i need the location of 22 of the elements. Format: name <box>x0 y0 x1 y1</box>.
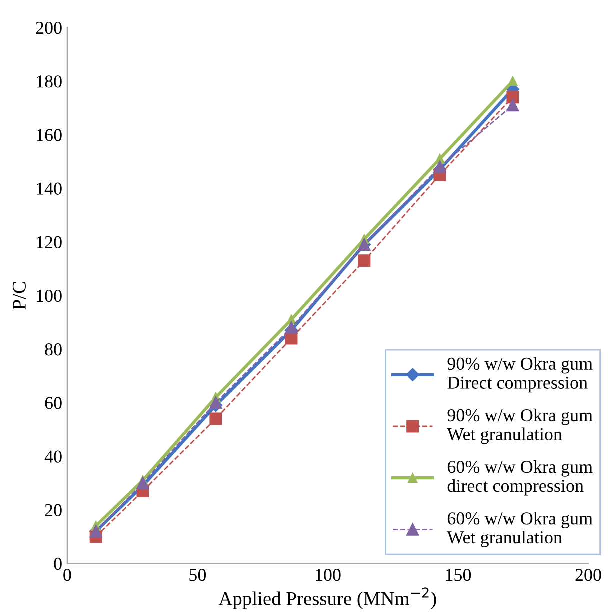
y-tick-label: 160 <box>37 129 62 142</box>
x-tick-label: 0 <box>64 569 72 582</box>
legend-label: 60% w/w Okra gum Wet granulation <box>447 512 593 548</box>
y-tick-label: 60 <box>45 397 62 410</box>
y-tick-label: 100 <box>37 290 62 302</box>
legend-label: 90% w/w Okra gum Direct compression <box>448 357 593 393</box>
legend-label: 60% w/w Okra gum direct compression <box>448 460 593 496</box>
x-tick-label: 200 <box>576 569 602 582</box>
x-tick-label: 150 <box>446 569 472 582</box>
x-tick-label: 100 <box>316 569 341 582</box>
legend-label: 90% w/w Okra gum Wet granulation <box>447 408 593 444</box>
y-tick-label: 20 <box>45 504 62 516</box>
y-tick-label: 120 <box>37 236 62 249</box>
y-tick-label: 200 <box>36 22 62 34</box>
y-axis-title: P/C <box>12 282 26 310</box>
y-tick-label: 140 <box>37 182 62 195</box>
y-tick-label: 180 <box>37 76 62 88</box>
x-tick-label: 50 <box>190 569 206 582</box>
y-tick-label: 0 <box>54 558 62 570</box>
y-tick-label: 40 <box>44 450 62 463</box>
x-axis-title: Applied Pressure (MNm$^{−2}$) <box>218 588 436 610</box>
y-tick-label: 80 <box>45 344 62 356</box>
